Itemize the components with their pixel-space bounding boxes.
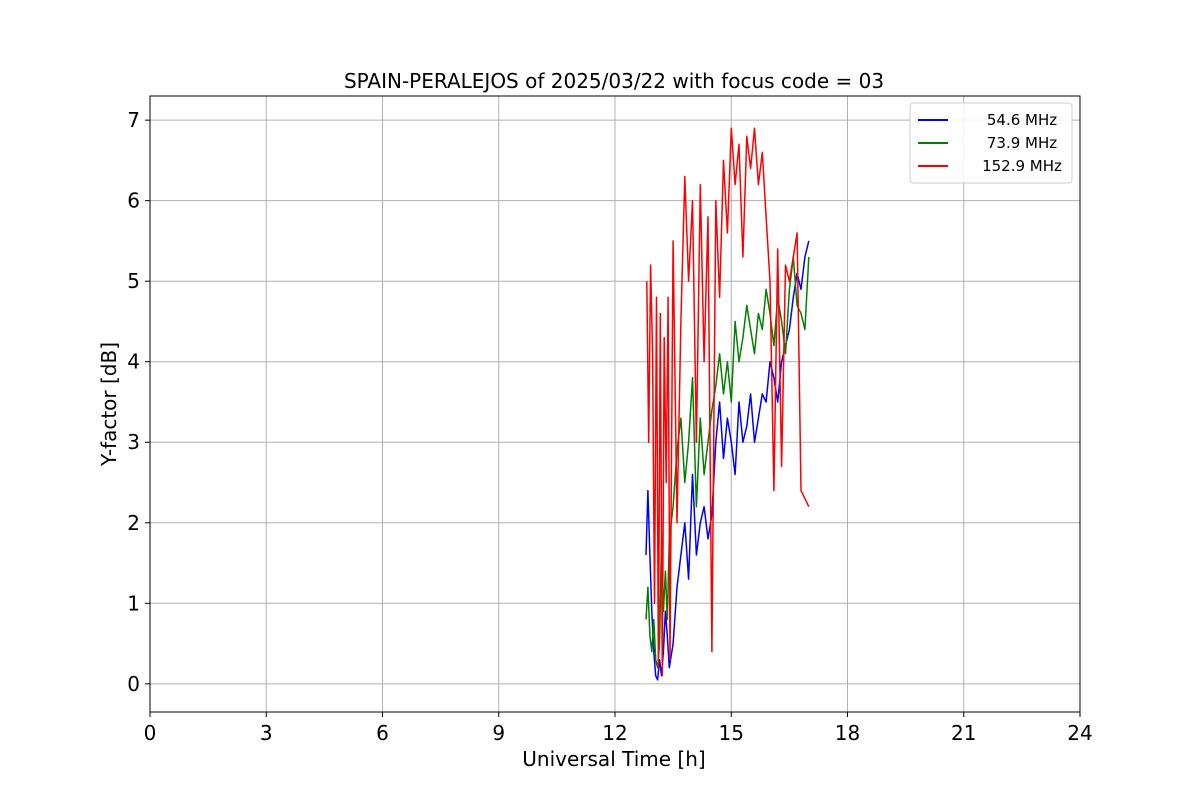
grid-lines: [149, 96, 1081, 712]
legend: 54.6 MHz 73.9 MHz 152.9 MHz: [909, 102, 1073, 184]
y-tick-label: 6: [127, 189, 140, 213]
legend-entry-label: 152.9 MHz: [982, 157, 1062, 175]
y-tick-label: 5: [127, 269, 140, 293]
y-tick-label: 0: [127, 672, 140, 696]
series-line-3: [646, 127, 810, 677]
x-tick-label: 6: [376, 721, 389, 745]
x-axis-label: Universal Time [h]: [522, 747, 705, 771]
series-line-1: [645, 240, 810, 681]
y-tick-label: 7: [127, 108, 140, 132]
y-tick-label: 1: [127, 591, 140, 615]
chart-title: SPAIN-PERALEJOS of 2025/03/22 with focus…: [344, 69, 884, 93]
y-axis-ticks: 0 1 2 3 4 5 6 7: [127, 108, 150, 696]
x-tick-label: 9: [492, 721, 505, 745]
x-tick-label: 12: [602, 721, 627, 745]
x-tick-label: 21: [951, 721, 976, 745]
legend-entry-label: 73.9 MHz: [987, 134, 1057, 152]
x-tick-label: 18: [835, 721, 860, 745]
x-tick-label: 24: [1067, 721, 1092, 745]
x-axis-ticks: 0 3 6 9 12 15 18 21 24: [144, 712, 1093, 745]
plot-area: [645, 127, 810, 681]
y-tick-label: 2: [127, 511, 140, 535]
x-tick-label: 0: [144, 721, 157, 745]
y-tick-label: 3: [127, 430, 140, 454]
y-axis-label: Y-factor [dB]: [97, 342, 121, 467]
x-tick-label: 15: [719, 721, 744, 745]
y-tick-label: 4: [127, 350, 140, 374]
legend-entry-label: 54.6 MHz: [987, 111, 1057, 129]
legend-box: [909, 102, 1073, 184]
x-tick-label: 3: [260, 721, 273, 745]
